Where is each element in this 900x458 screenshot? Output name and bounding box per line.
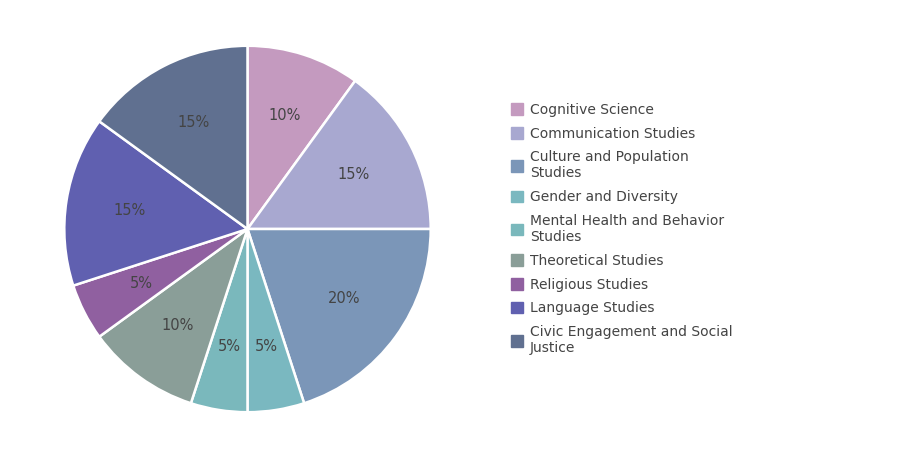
Text: 5%: 5%	[130, 276, 153, 290]
Wedge shape	[99, 46, 248, 229]
Wedge shape	[248, 229, 431, 403]
Wedge shape	[64, 121, 248, 286]
Text: 20%: 20%	[328, 291, 360, 306]
Text: 15%: 15%	[338, 168, 370, 182]
Text: 15%: 15%	[113, 203, 146, 218]
Wedge shape	[191, 229, 248, 412]
Wedge shape	[248, 46, 356, 229]
Wedge shape	[99, 229, 248, 403]
Text: 10%: 10%	[161, 318, 194, 333]
Text: 10%: 10%	[268, 108, 301, 123]
Text: 15%: 15%	[177, 115, 210, 131]
Wedge shape	[248, 229, 304, 412]
Legend: Cognitive Science, Communication Studies, Culture and Population
Studies, Gender: Cognitive Science, Communication Studies…	[507, 98, 737, 360]
Text: 5%: 5%	[255, 339, 277, 354]
Wedge shape	[248, 81, 431, 229]
Wedge shape	[73, 229, 248, 337]
Text: 5%: 5%	[218, 339, 240, 354]
